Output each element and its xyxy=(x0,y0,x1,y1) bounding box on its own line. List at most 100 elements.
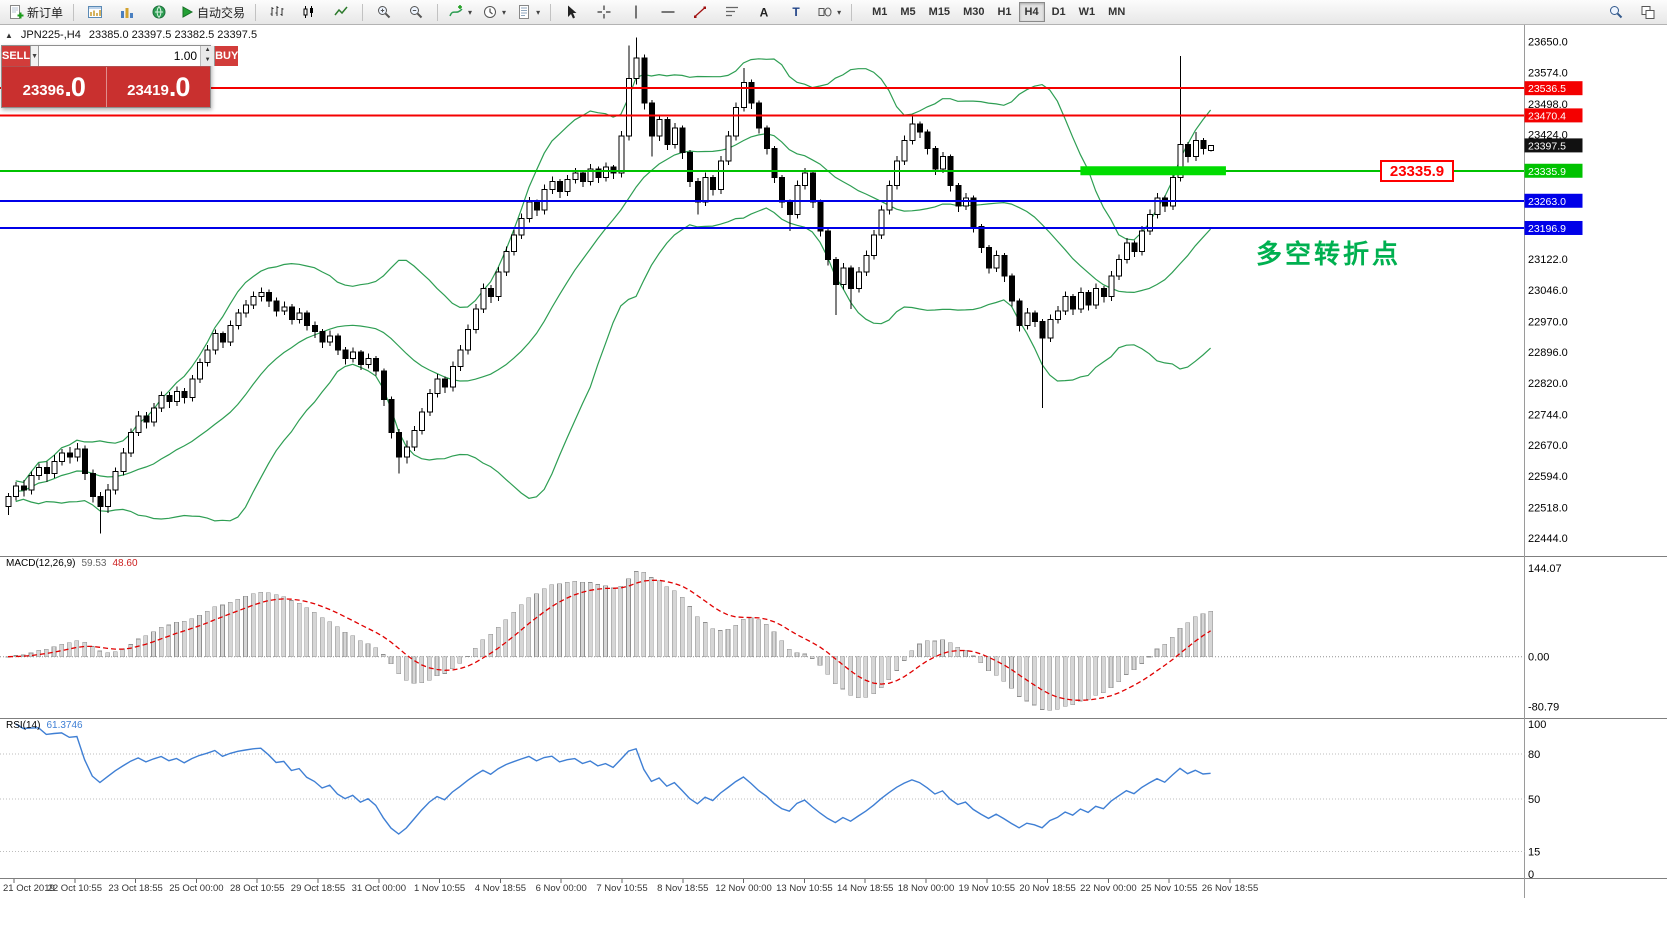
svg-text:1 Nov 10:55: 1 Nov 10:55 xyxy=(414,883,465,894)
svg-text:22594.0: 22594.0 xyxy=(1528,471,1568,483)
timeframe-m1[interactable]: M1 xyxy=(872,6,888,18)
trendline-tool-button[interactable] xyxy=(685,1,715,23)
periods-icon xyxy=(484,6,497,18)
timeframe-d1[interactable]: D1 xyxy=(1051,6,1066,18)
toolbar-right-group xyxy=(1601,1,1663,23)
order-type-dropdown[interactable]: ▼ xyxy=(30,46,40,66)
timeframe-group: M1 M5 M15 M30 H1 H4 D1 W1 MN xyxy=(866,2,1131,22)
volume-spinner-up-icon[interactable]: ▲ xyxy=(201,46,215,56)
svg-text:22670.0: 22670.0 xyxy=(1528,440,1568,452)
buy-button[interactable]: BUY xyxy=(215,46,239,66)
trendline-icon xyxy=(694,6,707,18)
crosshair-tool-button[interactable] xyxy=(589,1,619,23)
svg-text:22444.0: 22444.0 xyxy=(1528,533,1568,545)
text-icon: A xyxy=(760,6,769,20)
toolbar: 新订单 自动交易 xyxy=(0,0,1667,25)
price-label-annotation: 23335.9 xyxy=(1380,160,1454,182)
data-window-icon xyxy=(152,5,166,19)
timeframe-m30[interactable]: M30 xyxy=(963,6,985,18)
toolbar-separator xyxy=(437,3,439,21)
svg-text:23196.9: 23196.9 xyxy=(1528,223,1566,235)
timeframe-h1[interactable]: H1 xyxy=(997,6,1012,18)
new-window-button[interactable] xyxy=(1633,1,1663,23)
sell-price-button[interactable]: 23396 .0 xyxy=(2,67,107,107)
fibonacci-icon xyxy=(726,6,739,17)
rsi-label: RSI(14) 61.3746 xyxy=(6,720,83,731)
new-order-button[interactable]: 新订单 xyxy=(4,1,67,23)
auto-trading-icon xyxy=(182,6,194,18)
cursor-icon xyxy=(568,5,577,19)
volume-spinner-down-icon[interactable]: ▼ xyxy=(201,56,215,66)
trade-panel-prices: 23396 .0 23419 .0 xyxy=(2,66,210,107)
templates-button[interactable]: ▾ xyxy=(512,1,544,23)
buy-price-button[interactable]: 23419 .0 xyxy=(106,67,210,107)
one-click-toggle-icon[interactable]: ▲ xyxy=(5,30,13,40)
svg-text:22896.0: 22896.0 xyxy=(1528,347,1568,359)
svg-text:22744.0: 22744.0 xyxy=(1528,409,1568,421)
candlestick-chart-button[interactable] xyxy=(294,1,324,23)
label-tool-button[interactable]: T xyxy=(781,1,811,23)
turning-point-annotation: 多空转折点 xyxy=(1256,239,1402,269)
svg-text:80: 80 xyxy=(1528,749,1540,761)
auto-trading-button[interactable]: 自动交易 xyxy=(176,1,249,23)
timeframe-h4[interactable]: H4 xyxy=(1018,2,1045,22)
svg-text:8 Nov 18:55: 8 Nov 18:55 xyxy=(657,883,708,894)
indicators-button[interactable]: ▾ xyxy=(444,1,476,23)
volume-input[interactable] xyxy=(39,46,201,66)
svg-text:0.00: 0.00 xyxy=(1528,652,1549,664)
new-chart-button[interactable] xyxy=(80,1,110,23)
macd-pane: 144.07 0.00 -80.79 xyxy=(0,563,1562,713)
svg-text:6 Nov 00:00: 6 Nov 00:00 xyxy=(536,883,587,894)
sell-button[interactable]: SELL xyxy=(2,46,31,66)
search-button[interactable] xyxy=(1601,1,1631,23)
vertical-line-tool-button[interactable] xyxy=(621,1,651,23)
svg-text:4 Nov 18:55: 4 Nov 18:55 xyxy=(475,883,526,894)
line-chart-button[interactable] xyxy=(326,1,356,23)
horizontal-line-icon xyxy=(661,11,675,13)
svg-text:23536.5: 23536.5 xyxy=(1528,83,1566,95)
dropdown-arrow-icon: ▾ xyxy=(536,7,541,17)
text-tool-button[interactable]: A xyxy=(749,1,779,23)
shapes-tool-button[interactable]: ▾ xyxy=(813,1,845,23)
fibonacci-tool-button[interactable] xyxy=(717,1,747,23)
vertical-line-icon xyxy=(635,5,637,19)
periods-button[interactable]: ▾ xyxy=(478,1,510,23)
rsi-line xyxy=(15,723,1211,835)
cursor-tool-button[interactable] xyxy=(557,1,587,23)
svg-text:0: 0 xyxy=(1528,869,1534,881)
zoom-out-button[interactable] xyxy=(401,1,431,23)
pane-separators xyxy=(0,556,1667,879)
new-order-icon xyxy=(10,5,24,19)
data-window-button[interactable] xyxy=(144,1,174,23)
svg-text:100: 100 xyxy=(1528,719,1546,731)
candles-layer xyxy=(5,37,1215,534)
horizontal-line-tool-button[interactable] xyxy=(653,1,683,23)
svg-text:22 Oct 10:55: 22 Oct 10:55 xyxy=(48,883,102,894)
volume-spinner: ▲ ▼ xyxy=(200,46,215,66)
candlestick-chart-icon xyxy=(303,6,314,18)
auto-trading-label: 自动交易 xyxy=(197,5,246,20)
timeframe-m15[interactable]: M15 xyxy=(928,6,951,18)
svg-text:25 Nov 10:55: 25 Nov 10:55 xyxy=(1141,883,1198,894)
macd-label: MACD(12,26,9) 59.53 48.60 xyxy=(6,558,138,569)
indicators-icon xyxy=(449,5,463,17)
horizontal-lines xyxy=(0,87,1525,229)
timeframe-m5[interactable]: M5 xyxy=(900,6,916,18)
templates-icon xyxy=(519,5,530,19)
timeframe-w1[interactable]: W1 xyxy=(1078,6,1096,18)
one-click-trading-panel: SELL ▼ ▲ ▼ BUY 23396 .0 23419 .0 xyxy=(1,45,239,108)
svg-text:23397.5: 23397.5 xyxy=(1528,140,1566,152)
sell-price-fraction: .0 xyxy=(64,71,86,102)
market-watch-button[interactable] xyxy=(112,1,142,23)
volume-field: ▲ ▼ xyxy=(39,46,216,66)
svg-text:23122.0: 23122.0 xyxy=(1528,254,1568,266)
bar-chart-button[interactable] xyxy=(262,1,292,23)
macd-value-signal: 48.60 xyxy=(112,558,138,569)
timeframe-mn[interactable]: MN xyxy=(1108,6,1126,18)
svg-text:22 Nov 00:00: 22 Nov 00:00 xyxy=(1080,883,1137,894)
zoom-in-button[interactable] xyxy=(369,1,399,23)
svg-text:23046.0: 23046.0 xyxy=(1528,285,1568,297)
svg-text:28 Oct 10:55: 28 Oct 10:55 xyxy=(230,883,284,894)
